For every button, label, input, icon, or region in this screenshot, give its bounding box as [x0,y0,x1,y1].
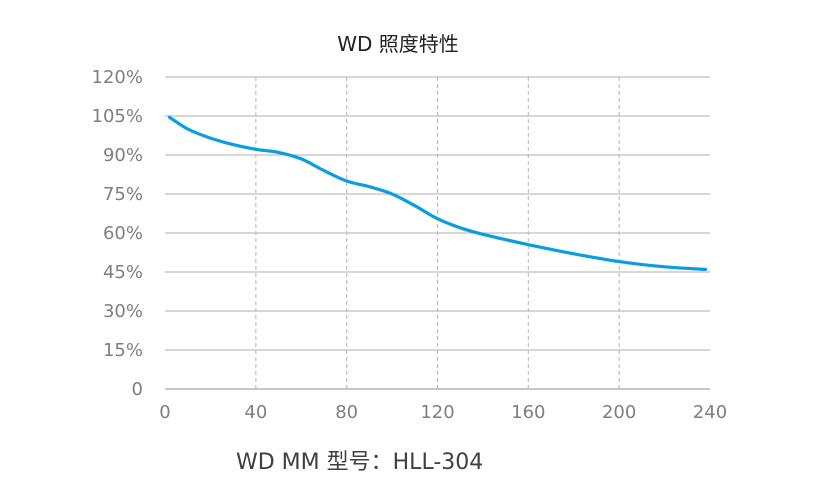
y-tick-label: 120% [92,67,143,88]
x-tick-labels: 0 40 80 120 160 200 240 [159,402,727,423]
model-caption: WD MM 型号：HLL-304 [236,450,484,475]
y-tick-label: 45% [103,262,143,283]
series-group [167,115,708,271]
vertical-gridlines [255,77,620,389]
x-tick-label: 80 [335,402,358,423]
series-line [167,115,708,271]
x-tick-label: 160 [511,402,545,423]
y-tick-label: 60% [103,223,143,244]
y-tick-label: 90% [103,145,143,166]
x-tick-label: 240 [693,402,727,423]
y-tick-labels: 0 15% 30% 45% 60% 75% 90% 105% 120% [92,67,143,400]
chart-title: WD 照度特性 [337,32,459,56]
x-tick-label: 200 [602,402,636,423]
y-tick-label: 30% [103,301,143,322]
y-tick-label: 0 [132,379,143,400]
y-tick-label: 75% [103,184,143,205]
x-tick-label: 120 [420,402,454,423]
x-tick-label: 40 [244,402,267,423]
y-tick-label: 15% [103,340,143,361]
x-tick-label: 0 [159,402,170,423]
y-tick-label: 105% [92,106,143,127]
